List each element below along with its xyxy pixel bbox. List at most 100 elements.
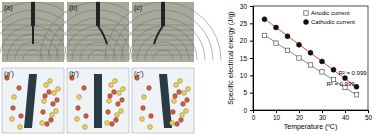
tank-grid xyxy=(132,35,194,36)
tick-mark xyxy=(368,110,369,113)
ion xyxy=(17,86,22,91)
ion xyxy=(171,110,176,115)
ion xyxy=(170,121,175,126)
panel-label: (a') xyxy=(4,70,14,78)
ion xyxy=(49,118,54,123)
tick-mark xyxy=(345,110,346,113)
y-axis-line xyxy=(250,7,254,111)
tick-label: 0 xyxy=(243,107,247,114)
plot-area xyxy=(262,17,359,97)
ion xyxy=(174,83,179,88)
fit-label: R² = 0.999 xyxy=(338,70,367,76)
data-point xyxy=(262,33,266,37)
ion xyxy=(47,90,52,95)
tick-mark xyxy=(322,110,323,113)
data-point xyxy=(274,41,278,45)
ion xyxy=(11,106,16,111)
data-point xyxy=(320,59,325,64)
schematic-panel xyxy=(67,68,129,133)
tank-arc xyxy=(153,50,173,60)
tick-label: 0 xyxy=(252,114,256,121)
fit-line xyxy=(265,19,357,87)
tick: 10 xyxy=(240,72,253,79)
ion xyxy=(19,114,24,119)
ion xyxy=(43,94,48,99)
y-title: Specific electrical energy (J/g) xyxy=(227,11,235,104)
ion xyxy=(40,121,45,126)
tank-grid xyxy=(132,55,194,56)
data-point xyxy=(285,48,289,52)
tick-mark xyxy=(250,6,253,7)
data-point xyxy=(285,34,290,39)
tick: 0 xyxy=(243,107,253,114)
ion xyxy=(41,110,46,115)
plot-frame xyxy=(253,6,368,110)
tank-grid xyxy=(67,40,129,41)
figure: (a)(b)(c)(a')(b')(c')0102030405005101520… xyxy=(0,0,378,135)
ion xyxy=(52,91,57,96)
ion xyxy=(18,125,23,130)
tank-arc xyxy=(80,42,116,60)
ion xyxy=(148,125,153,130)
ion xyxy=(185,98,190,103)
tank-grid xyxy=(2,55,64,56)
ion xyxy=(109,83,114,88)
tick-label: 15 xyxy=(240,55,248,62)
fit-label: R² = 0.999 xyxy=(326,81,355,87)
tick-label: 10 xyxy=(273,114,281,121)
legend: Anodic currentCathodic current xyxy=(304,10,356,25)
tick: 30 xyxy=(319,110,327,121)
x-title: Temperature (ºC) xyxy=(284,123,338,131)
actuator xyxy=(96,2,100,26)
tick-label: 5 xyxy=(243,89,247,96)
ion xyxy=(121,87,126,92)
tick-mark xyxy=(250,58,253,59)
ion xyxy=(142,95,147,100)
ion xyxy=(116,102,121,107)
ion xyxy=(54,109,59,114)
tank-grid xyxy=(132,30,194,31)
tick: 0 xyxy=(252,110,256,121)
ion xyxy=(106,110,111,115)
ion xyxy=(178,79,183,84)
ion xyxy=(182,91,187,96)
ion xyxy=(75,117,80,122)
photo-bg xyxy=(67,2,129,62)
data-point xyxy=(343,76,348,81)
ion xyxy=(107,99,112,104)
ion xyxy=(180,113,185,118)
ion xyxy=(42,99,47,104)
ion xyxy=(113,79,118,84)
tick: 20 xyxy=(240,37,253,44)
schematic-bg xyxy=(132,68,194,133)
tank-arc xyxy=(129,26,197,60)
data-point xyxy=(274,25,279,30)
panel-label: (b) xyxy=(69,4,78,12)
schematic-bg xyxy=(2,68,64,133)
tick: 30 xyxy=(240,3,253,10)
photo-bg xyxy=(2,2,64,62)
data-point xyxy=(262,17,267,22)
ion xyxy=(105,121,110,126)
tick-mark xyxy=(250,23,253,24)
ion xyxy=(186,87,191,92)
schematic-panel xyxy=(2,68,64,133)
data-point xyxy=(297,42,302,47)
tick: 5 xyxy=(243,89,253,96)
tank-grid xyxy=(67,30,129,31)
legend-marker xyxy=(304,20,309,25)
actuator xyxy=(31,2,35,26)
ion xyxy=(114,118,119,123)
photo-panel xyxy=(105,2,221,62)
ion xyxy=(44,83,49,88)
data-point xyxy=(354,93,358,97)
ion xyxy=(83,125,88,130)
tick-label: 30 xyxy=(319,114,327,121)
ion xyxy=(179,118,184,123)
actuator-tip xyxy=(154,26,163,44)
panel-label: (b') xyxy=(69,70,79,78)
tick-label: 25 xyxy=(240,20,248,27)
ion xyxy=(108,94,113,99)
ion xyxy=(45,122,50,127)
actuator-tip xyxy=(32,26,34,44)
